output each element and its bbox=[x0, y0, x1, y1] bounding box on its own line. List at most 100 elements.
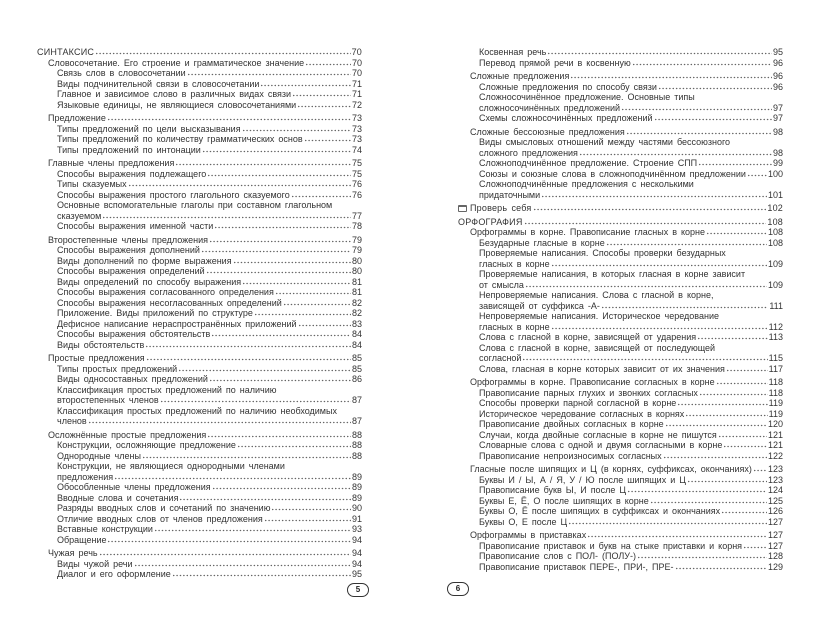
toc-entry[interactable]: Языковые единицы, не являющиеся словосоч… bbox=[37, 100, 362, 111]
toc-entry[interactable]: Орфограммы в корне. Правописание гласных… bbox=[458, 227, 783, 238]
toc-entry[interactable]: Классификация простых предложений по нал… bbox=[37, 385, 362, 406]
toc-entry[interactable]: Непроверяемые написания. Историческое че… bbox=[458, 311, 783, 332]
toc-entry[interactable]: Перевод прямой речи в косвенную 96 bbox=[458, 58, 783, 69]
toc-entry[interactable]: Буквы О, Ё после шипящих в суффиксах и о… bbox=[458, 506, 783, 517]
toc-entry[interactable]: Вводные слова и сочетания 89 bbox=[37, 493, 362, 504]
toc-entry[interactable]: Непроверяемые написания. Слова с гласной… bbox=[458, 290, 783, 311]
toc-entry[interactable]: Гласные после шипящих и Ц (в корнях, суф… bbox=[458, 464, 783, 475]
toc-entry[interactable]: Безударные гласные в корне 108 bbox=[458, 238, 783, 249]
toc-entry[interactable]: Способы выражения именной части 78 bbox=[37, 221, 362, 232]
toc-entry[interactable]: Правописание слов с ПОЛ- (ПОЛУ-) 128 bbox=[458, 551, 783, 562]
toc-entry[interactable]: Чужая речь 94 bbox=[37, 548, 362, 559]
toc-entry[interactable]: Случаи, когда двойные согласные в корне … bbox=[458, 430, 783, 441]
toc-entry[interactable]: Виды дополнений по форме выражения 80 bbox=[37, 256, 362, 267]
toc-entry[interactable]: Второстепенные члены предложения 79 bbox=[37, 235, 362, 246]
toc-entry[interactable]: Виды односоставных предложений 86 bbox=[37, 374, 362, 385]
toc-entry[interactable]: Разряды вводных слов и сочетаний по знач… bbox=[37, 503, 362, 514]
toc-entry[interactable]: Способы выражения определений 80 bbox=[37, 266, 362, 277]
toc-entry[interactable]: Отличие вводных слов от членов предложен… bbox=[37, 514, 362, 525]
toc-entry[interactable]: Слова с гласной в корне, зависящей от уд… bbox=[458, 332, 783, 343]
toc-entry[interactable]: Вставные конструкции 93 bbox=[37, 524, 362, 535]
toc-entry[interactable]: Обращение 94 bbox=[37, 535, 362, 546]
toc-entry[interactable]: Сложносочинённое предложение. Основные т… bbox=[458, 92, 783, 113]
toc-entry-title: Косвенная речь bbox=[479, 47, 547, 57]
toc-entry[interactable]: Типы простых предложений 85 bbox=[37, 364, 362, 375]
toc-entry-title: Случаи, когда двойные согласные в корне … bbox=[479, 429, 717, 440]
dot-leader bbox=[662, 455, 767, 459]
toc-entry[interactable]: Главное и зависимое слово в различных ви… bbox=[37, 89, 362, 100]
toc-entry[interactable]: Сложные бессоюзные предложения 98 bbox=[458, 127, 783, 138]
toc-entry[interactable]: Правописание непроизносимых согласных 122 bbox=[458, 451, 783, 462]
toc-entry[interactable]: Основные вспомогательные глаголы при сос… bbox=[37, 200, 362, 221]
toc-entry[interactable]: Виды чужой речи 94 bbox=[37, 559, 362, 570]
toc-entry-title-continued: предложения bbox=[57, 471, 114, 482]
toc-page-number: 129 bbox=[767, 561, 783, 572]
toc-entry[interactable]: Проверяемые написания, в которых гласная… bbox=[458, 269, 783, 290]
toc-entry[interactable]: Типы сказуемых 76 bbox=[37, 179, 362, 190]
toc-entry[interactable]: Способы выражения несогласованных опреде… bbox=[37, 298, 362, 309]
dot-leader bbox=[305, 62, 351, 66]
toc-entry[interactable]: Сложноподчинённые предложения с нескольк… bbox=[458, 179, 783, 200]
toc-entry[interactable]: Классификация простых предложений по нал… bbox=[37, 406, 362, 427]
toc-entry[interactable]: Схемы сложносочинённых предложений 97 bbox=[458, 113, 783, 124]
toc-entry[interactable]: Историческое чередование согласных в кор… bbox=[458, 409, 783, 420]
toc-entry[interactable]: Правописание приставок и букв на стыке п… bbox=[458, 541, 783, 552]
toc-entry[interactable]: Буквы Е, Ё, О после шипящих в корне 125 bbox=[458, 496, 783, 507]
toc-entry[interactable]: Типы предложений по интонации 74 bbox=[37, 145, 362, 156]
toc-entry[interactable]: Осложнённые простые предложения 88 bbox=[37, 430, 362, 441]
toc-entry[interactable]: Способы выражения согласованного определ… bbox=[37, 287, 362, 298]
toc-page-number: 81 bbox=[351, 287, 362, 297]
toc-entry[interactable]: Способы проверки парной согласной в корн… bbox=[458, 398, 783, 409]
toc-entry[interactable]: Простые предложения 85 bbox=[37, 353, 362, 364]
toc-entry[interactable]: Главные члены предложения 75 bbox=[37, 158, 362, 169]
toc-entry[interactable]: Буквы О, Е после Ц 127 bbox=[458, 517, 783, 528]
toc-entry-title: Второстепенные члены предложения bbox=[48, 234, 209, 245]
toc-entry[interactable]: Проверяемые написания. Способы проверки … bbox=[458, 248, 783, 269]
toc-entry[interactable]: Типы предложений по цели высказывания 73 bbox=[37, 124, 362, 135]
toc-entry[interactable]: Буквы И / Ы, А / Я, У / Ю после шипящих … bbox=[458, 475, 783, 486]
toc-entry[interactable]: Правописание парных глухих и звонких сог… bbox=[458, 388, 783, 399]
toc-entry[interactable]: Слова с гласной в корне, зависящей от по… bbox=[458, 343, 783, 364]
toc-entry[interactable]: Диалог и его оформление 95 bbox=[37, 569, 362, 580]
toc-entry[interactable]: Приложение. Виды приложений по структуре… bbox=[37, 308, 362, 319]
dot-leader bbox=[106, 118, 351, 121]
toc-entry-title: Вводные слова и сочетания bbox=[57, 492, 179, 503]
toc-entry[interactable]: Типы предложений по количеству грамматич… bbox=[37, 134, 362, 145]
toc-entry[interactable]: Сложные предложения 96 bbox=[458, 71, 783, 82]
toc-entry[interactable]: Конструкции, не являющиеся однородными ч… bbox=[37, 461, 362, 482]
toc-entry-line: Способы выражения определений 80 bbox=[57, 266, 362, 277]
toc-entry[interactable]: Правописание двойных согласных в корне 12… bbox=[458, 419, 783, 430]
toc-entry[interactable]: Дефисное написание нераспространённых пр… bbox=[37, 319, 362, 330]
toc-entry[interactable]: Сложные предложения по способу связи 96 bbox=[458, 82, 783, 93]
toc-entry[interactable]: Способы выражения простого глагольного с… bbox=[37, 190, 362, 201]
toc-entry[interactable]: Словарные слова с одной и двумя согласны… bbox=[458, 440, 783, 451]
dot-leader bbox=[145, 344, 351, 348]
toc-entry[interactable]: Виды определений по способу выражения 81 bbox=[37, 277, 362, 288]
toc-entry[interactable]: Способы выражения подлежащего 75 bbox=[37, 169, 362, 180]
toc-entry[interactable]: Правописание букв Ы, И после Ц 124 bbox=[458, 485, 783, 496]
toc-entry[interactable]: Виды обстоятельств 84 bbox=[37, 340, 362, 351]
toc-entry[interactable]: Правописание приставок ПЕРЕ-, ПРИ-, ПРЕ-… bbox=[458, 562, 783, 573]
toc-entry[interactable]: Виды подчинительной связи в словосочетан… bbox=[37, 79, 362, 90]
toc-entry[interactable]: Конструкции, осложняющие предложение 88 bbox=[37, 440, 362, 451]
toc-entry[interactable]: Косвенная речь 95 bbox=[458, 47, 783, 58]
toc-entry[interactable]: Орфограммы в приставках 127 bbox=[458, 530, 783, 541]
toc-entry[interactable]: Сложноподчинённое предложение. Строение … bbox=[458, 158, 783, 169]
toc-entry[interactable]: Обособленные члены предложения 89 bbox=[37, 482, 362, 493]
toc-entry[interactable]: Способы выражения обстоятельств 84 bbox=[37, 329, 362, 340]
toc-entry[interactable]: Орфограммы в корне. Правописание согласн… bbox=[458, 377, 783, 388]
dot-leader bbox=[207, 173, 351, 177]
toc-entry[interactable]: Связь слов в словосочетании 70 bbox=[37, 68, 362, 79]
toc-entry[interactable]: Союзы и союзные слова в сложноподчинённо… bbox=[458, 169, 783, 180]
toc-page-number: 95 bbox=[351, 569, 362, 579]
toc-entry[interactable]: СИНТАКСИС 70 bbox=[37, 47, 362, 58]
toc-entry[interactable]: Виды смысловых отношений между частями б… bbox=[458, 137, 783, 158]
toc-entry[interactable]: Однородные члены 88 bbox=[37, 451, 362, 462]
toc-entry[interactable]: Слова, гласная в корне которых зависит о… bbox=[458, 364, 783, 375]
toc-entry[interactable]: Словосочетание. Его строение и грамматич… bbox=[37, 58, 362, 69]
toc-entry[interactable]: ОРФОГРАФИЯ 108 bbox=[458, 217, 783, 228]
toc-entry[interactable]: Проверь себя 102 bbox=[458, 203, 783, 214]
toc-entry[interactable]: Предложение 73 bbox=[37, 113, 362, 124]
toc-entry-title-line: Конструкции, не являющиеся однородными ч… bbox=[57, 461, 362, 472]
toc-entry[interactable]: Способы выражения дополнений 79 bbox=[37, 245, 362, 256]
